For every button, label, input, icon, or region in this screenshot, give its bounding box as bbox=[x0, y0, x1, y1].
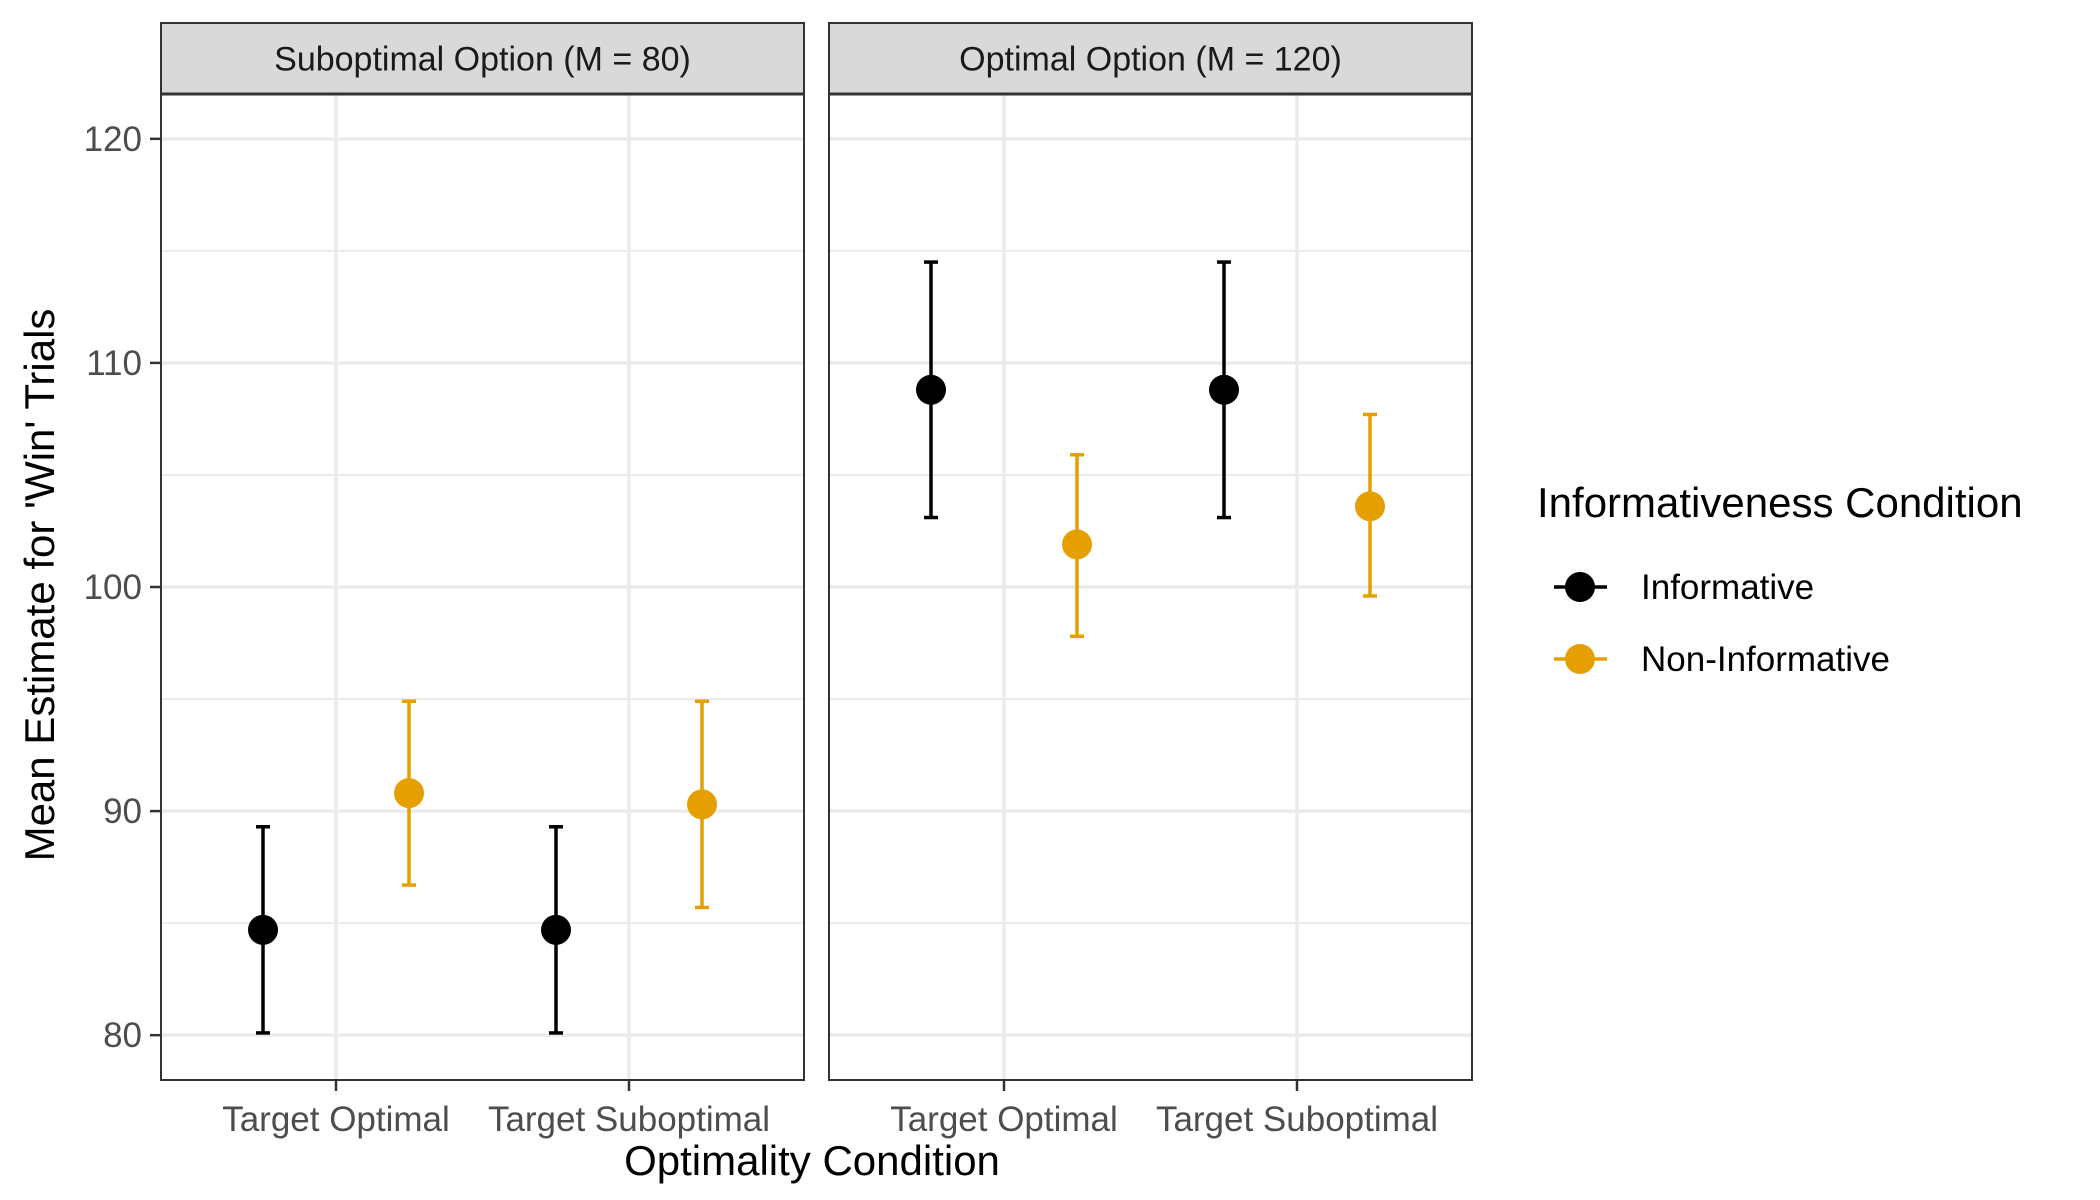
legend-entry: Non-Informative bbox=[1554, 640, 1890, 679]
facet-strip bbox=[828, 22, 1473, 95]
legend-label: Non-Informative bbox=[1641, 640, 1890, 679]
data-point bbox=[916, 374, 946, 405]
data-point bbox=[394, 778, 424, 809]
data-point bbox=[1062, 529, 1092, 560]
y-tick-label: 110 bbox=[86, 344, 142, 383]
data-point bbox=[248, 914, 278, 945]
y-tick-label: 80 bbox=[103, 1016, 142, 1055]
legend-entry: Informative bbox=[1554, 568, 1814, 607]
x-tick-label: Target Suboptimal bbox=[488, 1100, 770, 1139]
y-axis-title: Mean Estimate for 'Win' Trials bbox=[16, 309, 63, 862]
x-axis-title: Optimality Condition bbox=[624, 1137, 1000, 1184]
facet-strip-label: Suboptimal Option (M = 80) bbox=[274, 41, 691, 79]
data-point bbox=[541, 914, 571, 945]
facet-strip-label: Optimal Option (M = 120) bbox=[959, 41, 1342, 79]
legend-entries: Informative Non-Informative bbox=[1554, 568, 1890, 679]
facet-panel: Optimal Option (M = 120) Target Optimal Ta… bbox=[828, 22, 1473, 1139]
y-tick-label: 90 bbox=[103, 792, 142, 831]
facet-strip bbox=[160, 22, 805, 95]
data-point bbox=[687, 789, 717, 820]
legend-title: Informativeness Condition bbox=[1537, 479, 2023, 526]
y-tick-label: 120 bbox=[84, 120, 142, 159]
y-tick-label: 100 bbox=[84, 568, 142, 607]
legend-label: Informative bbox=[1641, 568, 1814, 607]
data-point bbox=[1209, 374, 1239, 405]
legend: Informativeness Condition Informative Non… bbox=[1537, 479, 2023, 679]
y-axis: 80 90 100 110 120 bbox=[84, 120, 161, 1055]
data-point bbox=[1355, 491, 1385, 522]
legend-key-point bbox=[1565, 644, 1595, 674]
x-tick-label: Target Optimal bbox=[222, 1100, 450, 1139]
x-tick-label: Target Optimal bbox=[890, 1100, 1118, 1139]
x-tick-label: Target Suboptimal bbox=[1156, 1100, 1438, 1139]
facet-panel: Suboptimal Option (M = 80) Target Optimal… bbox=[160, 22, 805, 1139]
facet-panels: Suboptimal Option (M = 80) Target Optimal… bbox=[160, 22, 1473, 1139]
legend-key-point bbox=[1565, 572, 1595, 602]
